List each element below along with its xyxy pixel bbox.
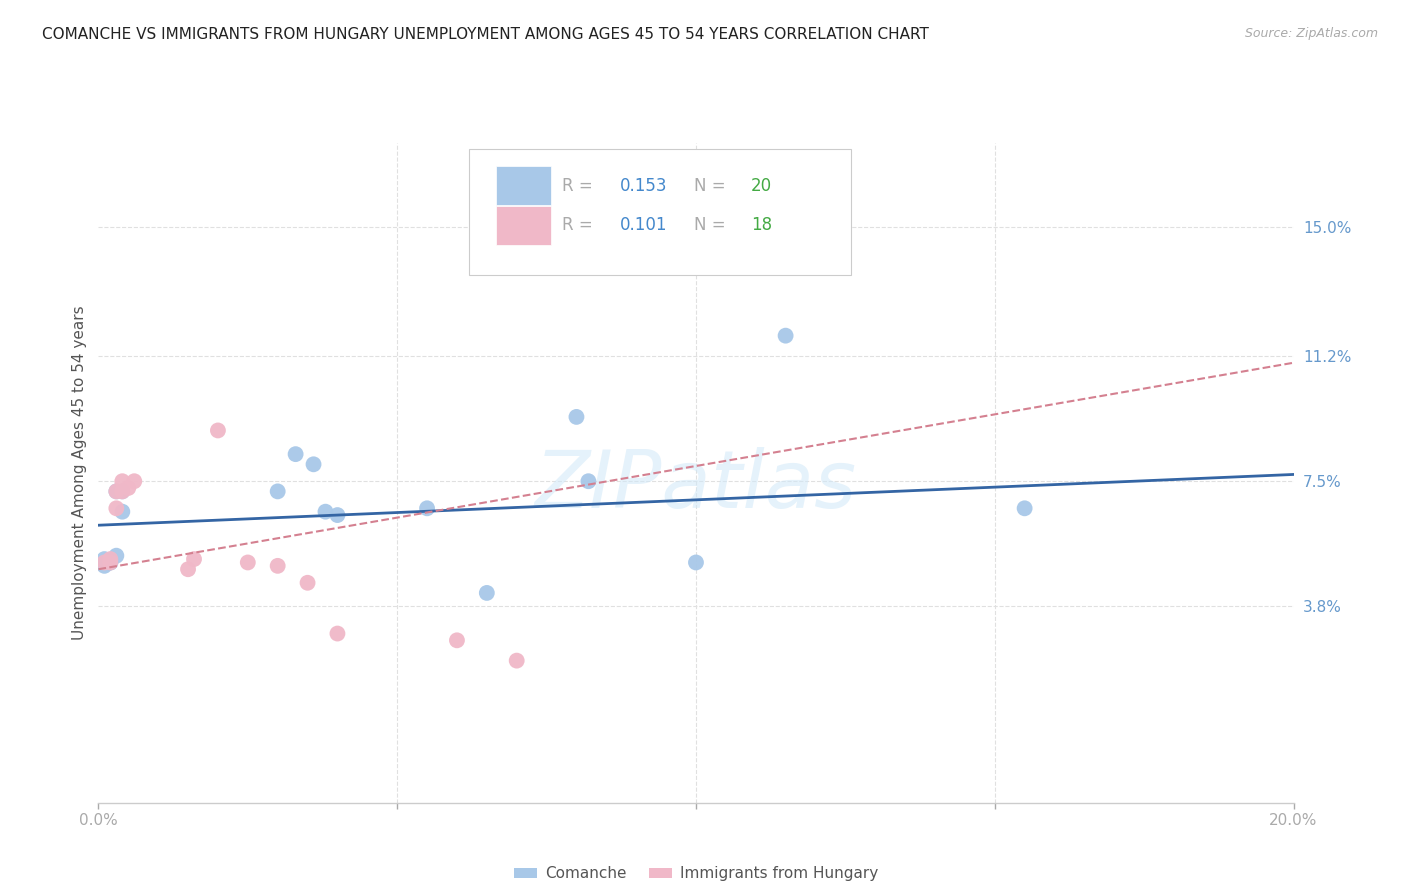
Point <box>416 501 439 516</box>
Text: 18: 18 <box>751 216 772 235</box>
Point <box>111 484 134 499</box>
Point <box>326 508 349 522</box>
Point <box>284 447 307 461</box>
Text: 20: 20 <box>751 177 772 194</box>
Point <box>93 556 115 570</box>
Point <box>111 474 134 488</box>
Point <box>565 409 588 424</box>
Point <box>105 501 128 516</box>
Point <box>105 484 128 499</box>
Point <box>446 633 468 648</box>
Point <box>315 505 337 519</box>
Point <box>124 474 146 488</box>
Point <box>105 549 128 563</box>
Point <box>685 556 707 570</box>
Text: ZIPatlas: ZIPatlas <box>534 447 858 525</box>
Point <box>267 484 290 499</box>
Text: R =: R = <box>562 216 598 235</box>
Text: 0.153: 0.153 <box>620 177 666 194</box>
Y-axis label: Unemployment Among Ages 45 to 54 years: Unemployment Among Ages 45 to 54 years <box>72 305 87 640</box>
Point <box>100 556 122 570</box>
Point <box>183 552 205 566</box>
Text: N =: N = <box>693 177 731 194</box>
Point <box>475 586 498 600</box>
FancyBboxPatch shape <box>496 166 551 205</box>
Point <box>1014 501 1036 516</box>
Point <box>93 558 115 573</box>
Point <box>100 552 122 566</box>
Text: COMANCHE VS IMMIGRANTS FROM HUNGARY UNEMPLOYMENT AMONG AGES 45 TO 54 YEARS CORRE: COMANCHE VS IMMIGRANTS FROM HUNGARY UNEM… <box>42 27 929 42</box>
Point <box>105 484 128 499</box>
Point <box>207 424 229 438</box>
Point <box>100 556 122 570</box>
Text: N =: N = <box>693 216 731 235</box>
Point <box>506 654 529 668</box>
Point <box>177 562 200 576</box>
Point <box>111 484 134 499</box>
Point <box>93 552 115 566</box>
Point <box>775 328 797 343</box>
Text: 0.101: 0.101 <box>620 216 666 235</box>
Point <box>578 474 600 488</box>
Point <box>100 556 122 570</box>
Text: R =: R = <box>562 177 598 194</box>
FancyBboxPatch shape <box>496 206 551 244</box>
Point <box>111 505 134 519</box>
Point <box>236 556 259 570</box>
Text: Source: ZipAtlas.com: Source: ZipAtlas.com <box>1244 27 1378 40</box>
FancyBboxPatch shape <box>470 149 852 275</box>
Point <box>117 481 139 495</box>
Point <box>302 458 325 472</box>
Legend: Comanche, Immigrants from Hungary: Comanche, Immigrants from Hungary <box>508 861 884 888</box>
Point <box>326 626 349 640</box>
Point <box>267 558 290 573</box>
Point <box>297 575 319 590</box>
